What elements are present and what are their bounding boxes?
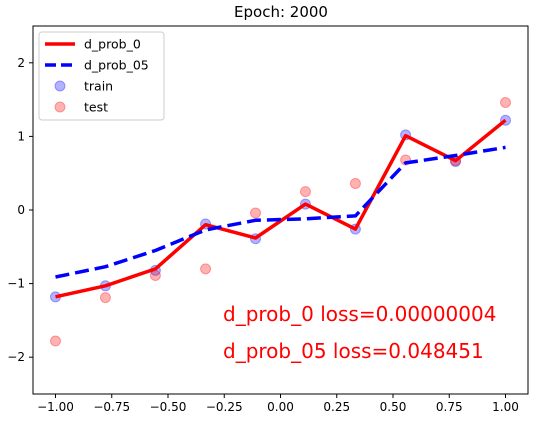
y-tick-label: 2	[17, 56, 25, 70]
y-tick-label: −1	[7, 277, 25, 291]
legend-label: train	[84, 79, 113, 94]
x-tick-label: 1.00	[492, 400, 519, 414]
x-tick-label: 0.50	[380, 400, 407, 414]
scatter-point-test	[250, 207, 262, 219]
loss-annotation: d_prob_05 loss=0.048451	[223, 339, 484, 363]
series-line-d_prob_05	[55, 145, 506, 279]
scatter-point-test	[50, 335, 61, 347]
scatter-point-test	[500, 97, 511, 109]
x-tick-label: 0.00	[267, 400, 294, 414]
y-tick-label: 1	[17, 129, 25, 143]
legend-box	[38, 31, 165, 121]
legend-swatch-train	[54, 80, 66, 92]
x-tick-label: −0.25	[206, 400, 243, 414]
x-tick-label: 0.25	[323, 400, 350, 414]
legend-label: test	[84, 100, 108, 115]
x-tick-label: −0.50	[150, 400, 187, 414]
scatter-point-test	[299, 186, 311, 198]
loss-annotation: d_prob_0 loss=0.00000004	[223, 302, 496, 326]
scatter-point-test	[200, 263, 212, 275]
scatter-point-test	[149, 270, 161, 282]
x-tick-label: −1.00	[37, 400, 74, 414]
scatter-point-test	[99, 292, 111, 304]
legend-swatch-test	[54, 101, 66, 113]
x-tick-label: −0.75	[93, 400, 130, 414]
chart-title: Epoch: 2000	[234, 3, 328, 21]
legend-label: d_prob_05	[84, 58, 149, 73]
y-tick-label: −2	[7, 350, 25, 364]
legend-label: d_prob_0	[84, 37, 141, 52]
y-tick-label: 0	[17, 203, 25, 217]
series-line-d_prob_0	[55, 118, 507, 299]
x-tick-label: 0.75	[436, 400, 463, 414]
scatter-point-test	[349, 178, 361, 190]
plot-frame	[32, 25, 529, 395]
